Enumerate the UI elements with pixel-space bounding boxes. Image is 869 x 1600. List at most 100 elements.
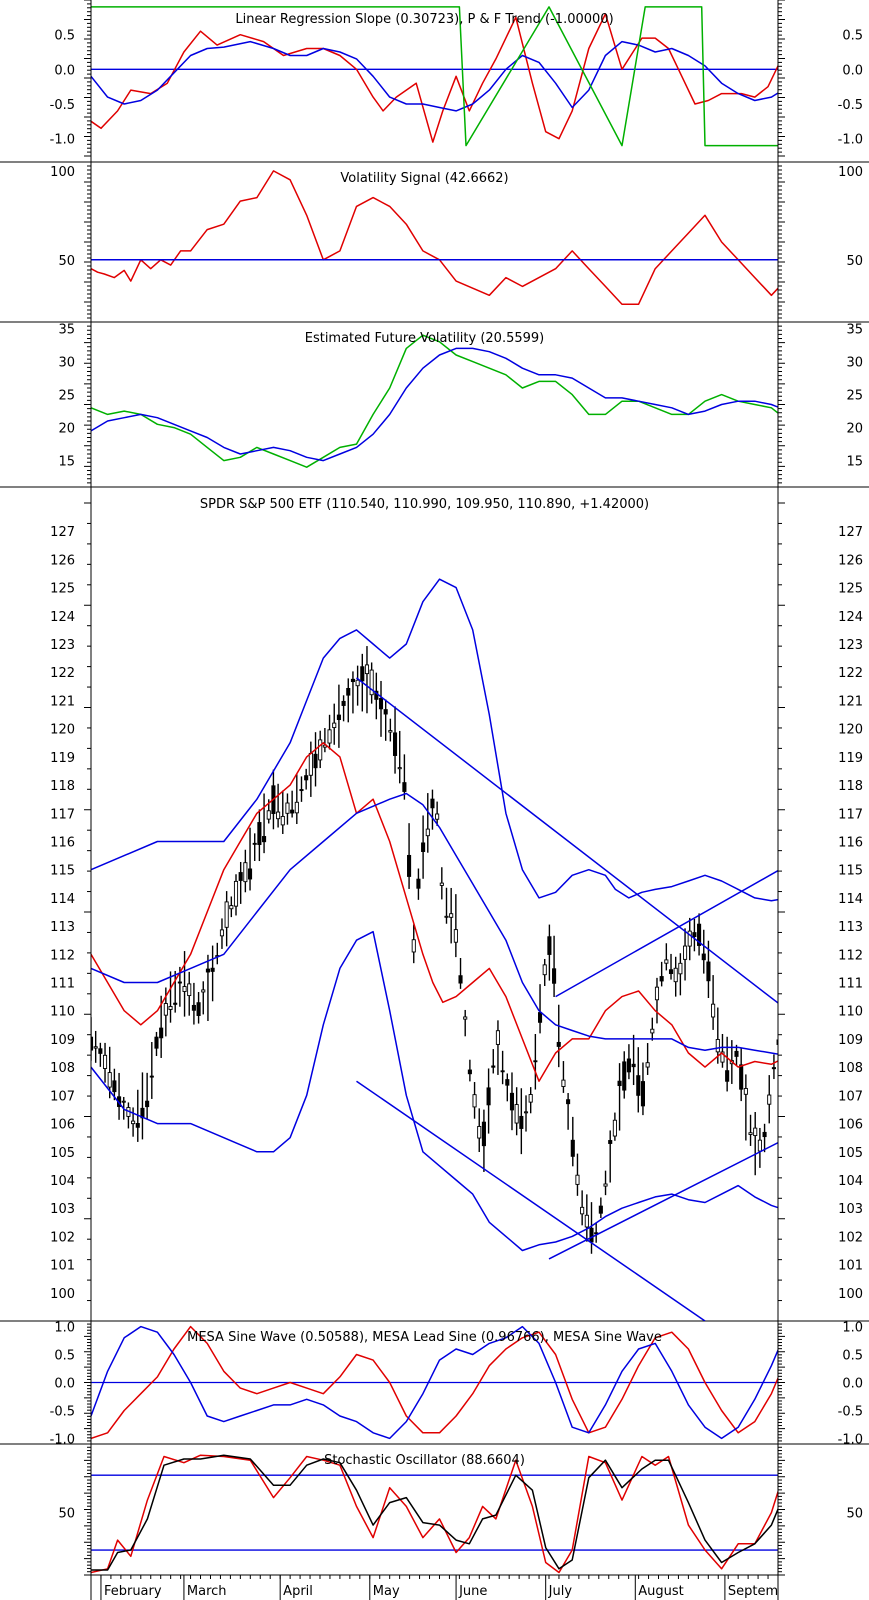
candle-body bbox=[715, 1039, 720, 1053]
candle-body bbox=[776, 1039, 778, 1045]
y-tick-label-right: 125 bbox=[838, 582, 863, 597]
candle-body bbox=[523, 1111, 529, 1114]
candle-body bbox=[622, 1061, 627, 1091]
candle-body bbox=[725, 1070, 730, 1082]
month-label: June bbox=[458, 1584, 487, 1599]
candle-body bbox=[346, 687, 351, 696]
y-tick-label: 119 bbox=[50, 751, 75, 766]
candle-body bbox=[154, 1036, 159, 1049]
candle-body bbox=[472, 1094, 477, 1108]
candle-body bbox=[290, 809, 295, 814]
y-tick-label: 35 bbox=[58, 323, 75, 338]
candle-body bbox=[318, 739, 323, 761]
candle-body bbox=[757, 1139, 762, 1152]
candle-body bbox=[706, 961, 711, 982]
y-tick-label: 0.5 bbox=[54, 29, 75, 44]
candle-body bbox=[224, 901, 229, 928]
y-tick-label-right: 110 bbox=[838, 1005, 863, 1020]
candle-body bbox=[640, 1081, 646, 1107]
candle-body bbox=[355, 679, 360, 687]
y-tick-label: 127 bbox=[50, 525, 75, 540]
month-label: July bbox=[548, 1584, 573, 1599]
candle-body bbox=[603, 1183, 608, 1187]
y-tick-label: 117 bbox=[50, 807, 75, 822]
candle-body bbox=[388, 730, 393, 733]
candle-body bbox=[570, 1139, 575, 1157]
candle-body bbox=[131, 1120, 136, 1125]
candle-body bbox=[93, 1046, 98, 1049]
price-bars bbox=[91, 646, 778, 1254]
y-tick-label-right: 112 bbox=[838, 948, 863, 963]
y-tick-label: 106 bbox=[50, 1118, 75, 1133]
y-tick-label-right: 25 bbox=[846, 389, 863, 404]
candle-body bbox=[294, 801, 299, 814]
candle-body bbox=[566, 1099, 571, 1105]
y-tick-label-right: 107 bbox=[838, 1089, 863, 1104]
panel-title: Volatility Signal (42.6662) bbox=[340, 171, 508, 186]
candle-body bbox=[313, 753, 318, 769]
y-tick-label: 121 bbox=[50, 694, 75, 709]
y-tick-label-right: 123 bbox=[838, 638, 863, 653]
candle-body bbox=[594, 1232, 599, 1235]
candle-body bbox=[416, 878, 421, 889]
candle-body bbox=[467, 1069, 472, 1075]
y-tick-label-right: 115 bbox=[838, 864, 863, 879]
candle-body bbox=[678, 962, 683, 975]
candle-body bbox=[369, 669, 374, 696]
candle-body bbox=[509, 1092, 515, 1111]
candle-body bbox=[182, 986, 187, 992]
y-tick-label: 122 bbox=[50, 666, 75, 681]
candle-body bbox=[659, 976, 664, 982]
candle-body bbox=[664, 959, 669, 964]
candle-body bbox=[378, 697, 384, 710]
y-tick-label-right: 0.0 bbox=[842, 1377, 863, 1392]
y-tick-label: 113 bbox=[50, 920, 75, 935]
y-tick-label: 101 bbox=[50, 1259, 75, 1274]
candle-body bbox=[505, 1079, 510, 1086]
y-tick-label: 100 bbox=[50, 165, 75, 180]
y-tick-label: 25 bbox=[58, 389, 75, 404]
series-line-red bbox=[91, 742, 778, 1082]
candle-body bbox=[495, 1030, 500, 1045]
candle-body bbox=[608, 1140, 613, 1144]
y-tick-label: 124 bbox=[50, 610, 75, 625]
y-tick-label-right: 119 bbox=[838, 751, 863, 766]
candle-body bbox=[243, 862, 248, 883]
candle-body bbox=[556, 1041, 561, 1047]
series-line-blue bbox=[356, 677, 778, 1004]
y-tick-label-right: 106 bbox=[838, 1118, 863, 1133]
y-tick-label-right: 105 bbox=[838, 1146, 863, 1161]
y-tick-label: 109 bbox=[50, 1033, 75, 1048]
panel-title: SPDR S&P 500 ETF (110.540, 110.990, 109.… bbox=[200, 497, 649, 512]
candle-body bbox=[397, 767, 402, 770]
candle-body bbox=[421, 842, 426, 852]
candle-body bbox=[304, 775, 309, 781]
candle-body bbox=[360, 666, 365, 682]
candle-body bbox=[102, 1054, 108, 1069]
candle-body bbox=[121, 1100, 126, 1103]
month-label: March bbox=[187, 1584, 227, 1599]
y-tick-label-right: 121 bbox=[838, 694, 863, 709]
y-tick-label: 0.5 bbox=[54, 1349, 75, 1364]
candle-body bbox=[697, 923, 702, 946]
candle-body bbox=[187, 983, 192, 997]
y-tick-label: -1.0 bbox=[50, 133, 75, 148]
series-line-green bbox=[91, 334, 778, 468]
candle-body bbox=[645, 1062, 650, 1068]
series-line-black bbox=[91, 1454, 778, 1571]
candle-body bbox=[458, 975, 463, 984]
month-label: February bbox=[104, 1584, 162, 1599]
candle-body bbox=[266, 810, 271, 820]
candle-body bbox=[392, 732, 398, 756]
y-tick-label: 30 bbox=[58, 356, 75, 371]
series-line-red bbox=[91, 1325, 778, 1440]
y-tick-label-right: -0.5 bbox=[838, 1404, 863, 1419]
panel-title: Linear Regression Slope (0.30723), P & F… bbox=[235, 12, 613, 27]
candle-body bbox=[668, 969, 674, 975]
plot-area-efv bbox=[91, 334, 778, 468]
candle-body bbox=[654, 986, 660, 1001]
y-tick-label-right: 0.5 bbox=[842, 29, 863, 44]
candle-body bbox=[262, 836, 267, 843]
y-tick-label-right: 117 bbox=[838, 807, 863, 822]
y-tick-label-right: -1.0 bbox=[838, 1432, 863, 1447]
